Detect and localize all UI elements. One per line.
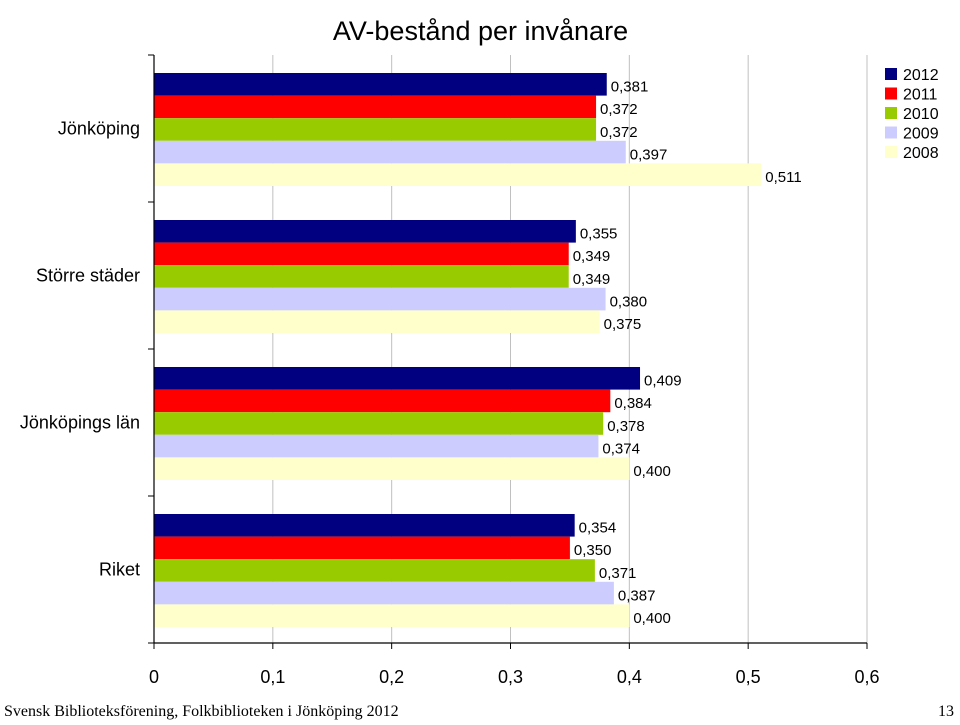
x-tick-label: 0,1 <box>260 667 285 687</box>
bar <box>154 581 614 605</box>
legend-swatch <box>885 68 897 80</box>
data-label: 0,400 <box>633 610 671 627</box>
bar <box>154 73 607 96</box>
bar <box>154 310 600 333</box>
legend-label: 2010 <box>903 106 939 123</box>
data-label: 0,350 <box>574 542 612 559</box>
bar <box>154 514 575 537</box>
bar <box>154 412 604 435</box>
legend-label: 2012 <box>903 67 939 84</box>
data-label: 0,375 <box>604 316 642 333</box>
data-label: 0,372 <box>600 101 638 118</box>
x-tick-label: 0 <box>149 667 159 687</box>
bar <box>154 265 569 288</box>
x-tick-label: 0,6 <box>854 667 879 687</box>
legend-swatch <box>885 107 897 119</box>
bar <box>154 287 606 311</box>
x-tick-label: 0,4 <box>617 667 642 687</box>
data-label: 0,387 <box>618 587 656 604</box>
data-label: 0,381 <box>611 79 649 96</box>
footer-text: Svensk Biblioteksförening, Folkbibliotek… <box>4 703 399 720</box>
legend-label: 2009 <box>903 126 939 143</box>
legend-label: 2011 <box>903 87 938 104</box>
x-tick-label: 0,5 <box>736 667 761 687</box>
data-label: 0,349 <box>573 248 611 265</box>
data-label: 0,380 <box>610 293 648 310</box>
bar <box>154 389 611 413</box>
page-number: 13 <box>938 703 954 720</box>
x-tick-label: 0,3 <box>498 667 523 687</box>
data-label: 0,400 <box>633 463 671 480</box>
data-label: 0,511 <box>765 169 801 186</box>
bar <box>154 140 626 164</box>
data-label: 0,374 <box>602 440 640 457</box>
bar <box>154 457 630 480</box>
data-label: 0,354 <box>579 520 617 537</box>
bar <box>154 118 597 141</box>
category-label: Jönköpings län <box>20 413 140 433</box>
category-label: Större städer <box>36 266 140 286</box>
x-tick-label: 0,2 <box>379 667 404 687</box>
category-label: Riket <box>99 560 140 580</box>
bar <box>154 604 630 627</box>
bar <box>154 536 570 560</box>
bar <box>154 95 597 119</box>
bar <box>154 163 762 186</box>
data-label: 0,397 <box>630 146 668 163</box>
data-label: 0,384 <box>614 395 652 412</box>
slide-footer: Svensk Biblioteksförening, Folkbibliotek… <box>0 695 960 725</box>
legend-label: 2008 <box>903 145 939 162</box>
chart-title: AV-bestånd per invånare <box>333 16 628 46</box>
bar <box>154 559 595 582</box>
data-label: 0,355 <box>580 226 618 243</box>
legend-swatch <box>885 146 897 158</box>
data-label: 0,371 <box>599 565 637 582</box>
data-label: 0,378 <box>607 418 645 435</box>
category-label: Jönköping <box>58 119 140 139</box>
data-label: 0,409 <box>644 373 682 390</box>
bar <box>154 367 641 390</box>
data-label: 0,349 <box>573 271 611 288</box>
bar <box>154 242 569 266</box>
bar <box>154 434 599 458</box>
legend-swatch <box>885 87 897 100</box>
legend-swatch <box>885 126 897 139</box>
data-label: 0,372 <box>600 124 638 141</box>
bar <box>154 220 576 243</box>
horizontal-bar-chart: AV-bestånd per invånare 0,381 0,372 0,372 0,… <box>20 16 939 687</box>
